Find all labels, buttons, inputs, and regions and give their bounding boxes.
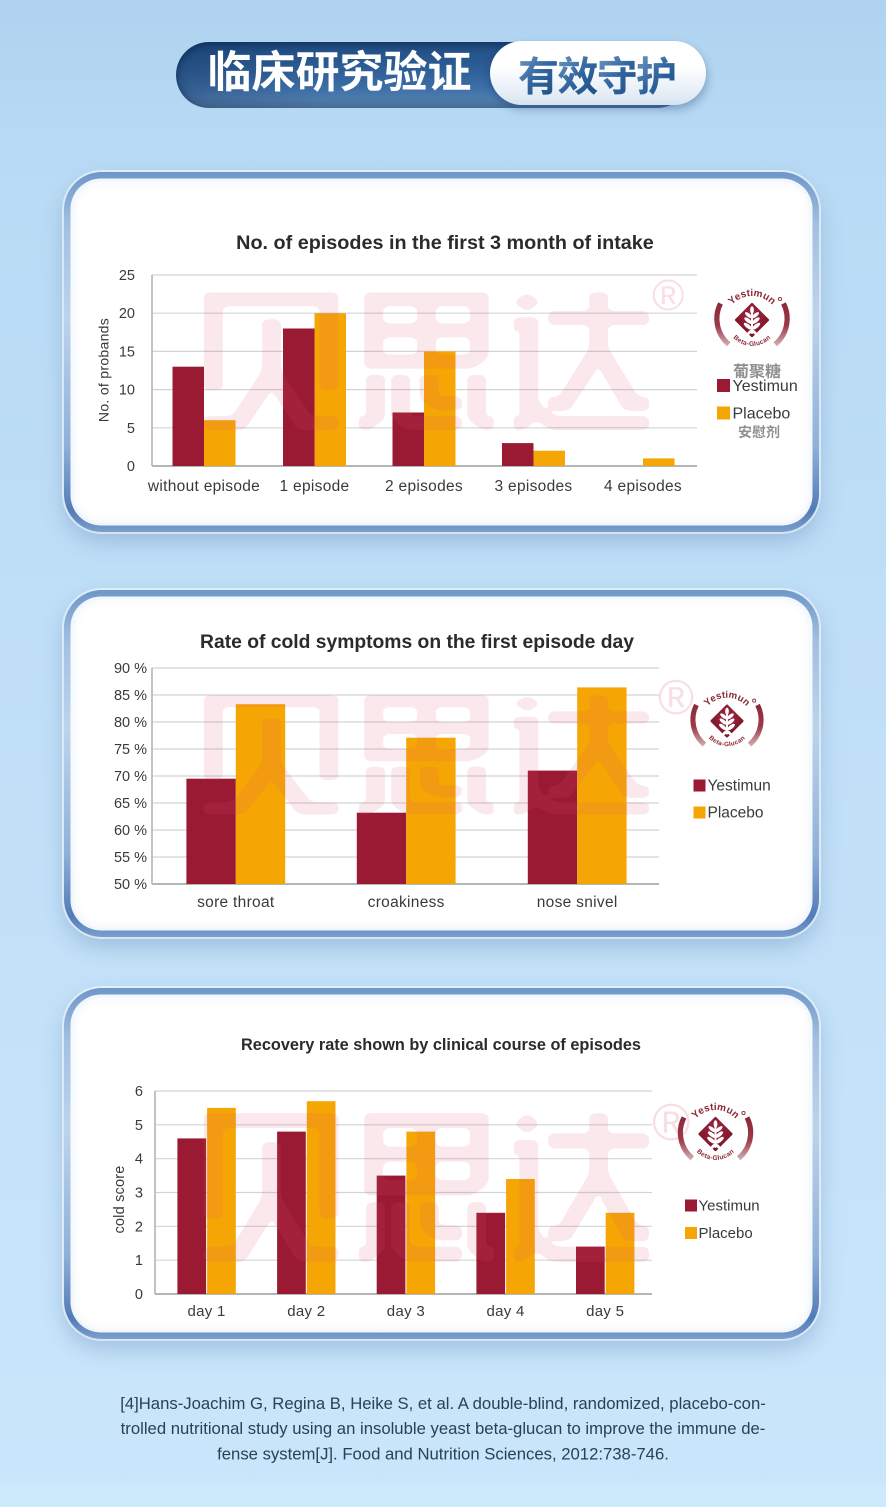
svg-text:day 4: day 4 [486,1303,524,1320]
svg-text:[4]Hans-Joachim G, Regina B, H: [4]Hans-Joachim G, Regina B, Heike S, et… [120,1394,766,1413]
svg-text:Recovery rate shown by clinica: Recovery rate shown by clinical course o… [241,1036,641,1054]
svg-text:85 %: 85 % [114,688,147,704]
svg-text:3: 3 [135,1186,143,1202]
svg-text:Yestimun: Yestimun [733,378,798,395]
svg-text:15: 15 [119,344,135,360]
svg-text:80 %: 80 % [114,715,147,731]
svg-text:nose snivel: nose snivel [537,894,618,911]
svg-text:90 %: 90 % [114,661,147,677]
svg-text:1: 1 [135,1253,143,1269]
svg-text:day 3: day 3 [387,1303,425,1320]
svg-text:4 episodes: 4 episodes [604,478,682,495]
svg-text:cold score: cold score [112,1165,128,1233]
svg-text:75 %: 75 % [114,742,147,758]
svg-text:5: 5 [135,1118,143,1134]
svg-text:No. of episodes in the first 3: No. of episodes in the first 3 month of … [236,232,654,254]
svg-text:5: 5 [127,421,135,437]
svg-text:Placebo: Placebo [708,805,764,822]
svg-text:0: 0 [135,1287,143,1303]
svg-text:60 %: 60 % [114,823,147,839]
svg-text:day 5: day 5 [586,1303,624,1320]
svg-text:4: 4 [135,1152,143,1168]
svg-text:No. of probands: No. of probands [96,318,112,422]
svg-text:without episode: without episode [147,478,260,495]
svg-text:sore throat: sore throat [197,894,275,911]
svg-text:6: 6 [135,1084,143,1100]
svg-text:day 2: day 2 [287,1303,325,1320]
svg-text:fense system[J]. Food and Nutr: fense system[J]. Food and Nutrition Scie… [217,1444,669,1463]
svg-text:®: ® [658,671,694,725]
svg-text:Rate of cold symptoms on the f: Rate of cold symptoms on the first episo… [200,632,634,653]
svg-text:70 %: 70 % [114,769,147,785]
svg-text:0: 0 [127,459,135,475]
svg-text:®: ® [652,271,684,320]
svg-text:65 %: 65 % [114,796,147,812]
svg-text:3 episodes: 3 episodes [495,478,573,495]
svg-text:55 %: 55 % [114,850,147,866]
svg-text:50 %: 50 % [114,877,147,893]
svg-text:25: 25 [119,268,135,284]
svg-text:2 episodes: 2 episodes [385,478,463,495]
svg-text:Yestimun: Yestimun [699,1198,760,1215]
svg-text:day 1: day 1 [187,1303,225,1320]
svg-text:10: 10 [119,383,135,399]
svg-text:2: 2 [135,1219,143,1235]
svg-text:croakiness: croakiness [368,894,445,911]
svg-text:1 episode: 1 episode [280,478,350,495]
svg-text:Yestimun: Yestimun [708,778,771,795]
svg-text:Placebo: Placebo [733,406,791,423]
svg-text:Placebo: Placebo [699,1225,753,1242]
svg-text:trolled nutritional study usin: trolled nutritional study using an insol… [121,1419,766,1438]
svg-text:20: 20 [119,306,135,322]
